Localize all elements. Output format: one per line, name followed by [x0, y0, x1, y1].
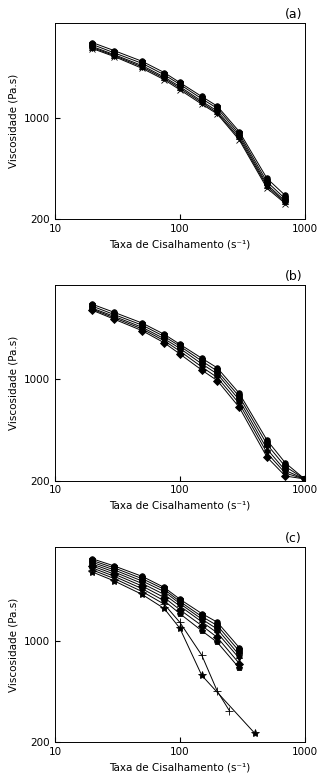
- Text: (c): (c): [285, 532, 302, 544]
- Text: (b): (b): [285, 270, 302, 283]
- Y-axis label: Viscosidade (Pa.s): Viscosidade (Pa.s): [8, 597, 18, 691]
- Y-axis label: Viscosidade (Pa.s): Viscosidade (Pa.s): [8, 74, 18, 168]
- X-axis label: Taxa de Cisalhamento (s⁻¹): Taxa de Cisalhamento (s⁻¹): [109, 501, 250, 511]
- X-axis label: Taxa de Cisalhamento (s⁻¹): Taxa de Cisalhamento (s⁻¹): [109, 763, 250, 772]
- X-axis label: Taxa de Cisalhamento (s⁻¹): Taxa de Cisalhamento (s⁻¹): [109, 239, 250, 249]
- Y-axis label: Viscosidade (Pa.s): Viscosidade (Pa.s): [8, 336, 18, 430]
- Text: (a): (a): [285, 8, 302, 21]
